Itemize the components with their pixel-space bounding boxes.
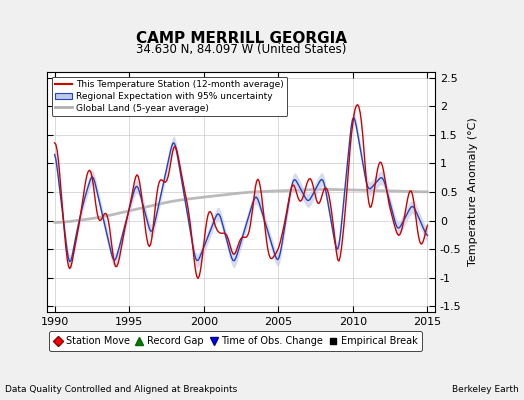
Text: Data Quality Controlled and Aligned at Breakpoints: Data Quality Controlled and Aligned at B… [5, 385, 237, 394]
Legend: Station Move, Record Gap, Time of Obs. Change, Empirical Break: Station Move, Record Gap, Time of Obs. C… [49, 331, 422, 351]
Legend: This Temperature Station (12-month average), Regional Expectation with 95% uncer: This Temperature Station (12-month avera… [52, 76, 287, 116]
Text: Berkeley Earth: Berkeley Earth [452, 385, 519, 394]
Y-axis label: Temperature Anomaly (°C): Temperature Anomaly (°C) [468, 118, 478, 266]
Text: 34.630 N, 84.097 W (United States): 34.630 N, 84.097 W (United States) [136, 43, 346, 56]
Text: CAMP MERRILL GEORGIA: CAMP MERRILL GEORGIA [136, 31, 346, 46]
